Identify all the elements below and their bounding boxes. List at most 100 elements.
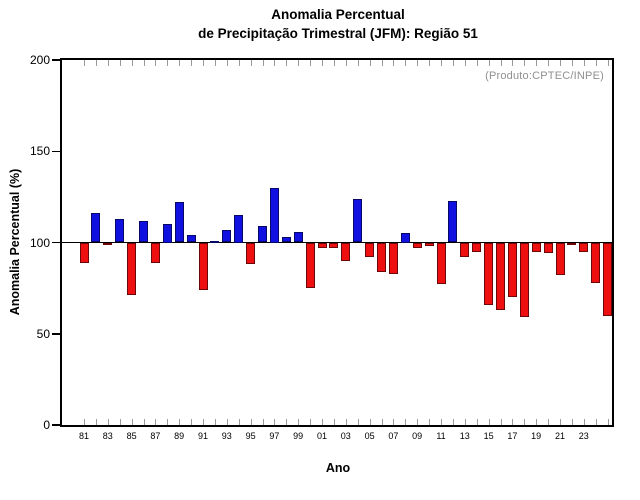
bar-1987 <box>150 242 160 263</box>
bar-2000 <box>305 242 315 289</box>
x-tick-label: 85 <box>126 431 137 441</box>
bar-2019 <box>531 242 541 252</box>
year-tick-mark <box>143 419 145 425</box>
year-tick-mark <box>548 419 550 425</box>
bar-2006 <box>377 242 386 272</box>
year-tick-mark <box>381 419 383 425</box>
x-tick-label: 91 <box>197 431 208 441</box>
x-tick-label: 05 <box>364 431 375 441</box>
year-tick-mark <box>524 419 526 425</box>
bar-2021 <box>555 242 565 276</box>
year-tick-mark <box>274 60 276 66</box>
year-tick-mark <box>143 60 145 66</box>
bar-1984 <box>115 218 125 243</box>
x-tick-label: 95 <box>245 431 256 441</box>
bar-2013 <box>460 242 470 258</box>
y-tick-label: 100 <box>29 235 50 250</box>
bar-1999 <box>293 231 303 243</box>
year-tick-mark <box>298 419 300 425</box>
year-tick-mark <box>191 60 193 66</box>
bar-2005 <box>365 242 375 258</box>
x-tick-label: 99 <box>293 431 304 441</box>
x-tick-label: 13 <box>459 431 470 441</box>
year-tick-mark <box>488 60 490 66</box>
year-tick-mark <box>500 419 502 425</box>
product-annotation: (Produto:CPTEC/INPE) <box>485 70 604 82</box>
year-tick-mark <box>310 419 312 425</box>
year-tick-mark <box>250 419 252 425</box>
year-tick-mark <box>548 60 550 66</box>
bar-1997 <box>269 187 279 243</box>
year-tick-mark <box>571 419 573 425</box>
year-tick-mark <box>405 419 407 425</box>
x-tick-label: 17 <box>507 431 518 441</box>
y-tick-mark <box>52 150 60 152</box>
year-tick-mark <box>595 419 597 425</box>
year-tick-mark <box>607 60 609 66</box>
year-tick-mark <box>464 60 466 66</box>
year-tick-mark <box>119 60 121 66</box>
bar-1993 <box>222 229 232 243</box>
x-tick-label: 11 <box>436 431 446 441</box>
year-tick-mark <box>476 60 478 66</box>
year-tick-mark <box>524 60 526 66</box>
year-tick-mark <box>441 419 442 425</box>
year-tick-mark <box>333 60 335 66</box>
year-tick-mark <box>393 60 395 66</box>
x-tick-label: 07 <box>388 431 399 441</box>
year-tick-mark <box>262 60 264 66</box>
year-tick-mark <box>429 60 431 66</box>
y-tick-mark <box>52 424 60 426</box>
bar-1981 <box>79 242 89 263</box>
x-tick-label: 93 <box>221 431 232 441</box>
year-tick-mark <box>179 419 181 425</box>
x-tick-label: 21 <box>554 431 565 441</box>
year-tick-mark <box>512 419 514 425</box>
x-tick-label: 97 <box>269 431 280 441</box>
bar-2007 <box>388 242 398 274</box>
x-tick-label: 83 <box>102 431 113 441</box>
bar-1998 <box>281 237 291 243</box>
year-tick-mark <box>369 60 371 66</box>
x-axis-label: Ano <box>325 461 351 475</box>
x-tick-label: 03 <box>340 431 351 441</box>
year-tick-mark <box>95 419 97 425</box>
year-tick-mark <box>488 419 490 425</box>
year-tick-mark <box>262 419 264 425</box>
bar-2020 <box>543 242 553 254</box>
year-tick-mark <box>429 419 431 425</box>
year-tick-mark <box>274 419 276 425</box>
bar-1995 <box>246 242 256 265</box>
year-tick-mark <box>322 419 323 425</box>
bar-1985 <box>127 242 137 296</box>
year-tick-mark <box>560 60 561 66</box>
year-tick-mark <box>536 60 538 66</box>
y-tick-label: 150 <box>29 144 50 159</box>
bar-2004 <box>353 198 363 243</box>
chart-title-line2: de Precipitação Trimestral (JFM): Região… <box>198 26 478 41</box>
year-tick-mark <box>226 419 228 425</box>
x-tick-label: 23 <box>578 431 589 441</box>
year-tick-mark <box>155 419 157 425</box>
year-tick-mark <box>381 60 383 66</box>
y-tick-mark <box>52 333 60 335</box>
x-tick-label: 19 <box>531 431 542 441</box>
year-tick-mark <box>571 60 573 66</box>
bar-2025 <box>603 242 613 316</box>
year-tick-mark <box>417 60 419 66</box>
year-tick-mark <box>607 419 609 425</box>
year-tick-mark <box>167 419 169 425</box>
bar-2016 <box>496 242 505 311</box>
year-tick-mark <box>405 60 407 66</box>
year-tick-mark <box>95 60 97 66</box>
bar-2012 <box>448 200 458 243</box>
year-tick-mark <box>250 60 252 66</box>
y-tick-mark <box>52 59 60 61</box>
year-tick-mark <box>131 60 133 66</box>
year-tick-mark <box>583 419 585 425</box>
year-tick-mark <box>191 419 193 425</box>
bar-2003 <box>341 242 351 261</box>
y-tick-label: 0 <box>43 418 50 432</box>
year-tick-mark <box>333 419 335 425</box>
